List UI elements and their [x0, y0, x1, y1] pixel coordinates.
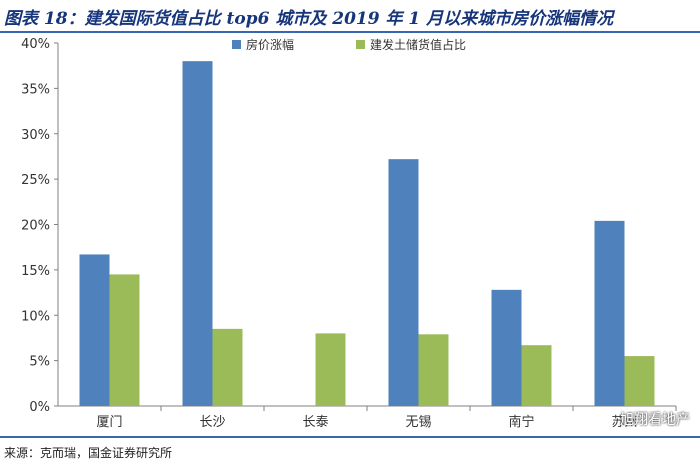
y-tick-label: 35% — [21, 82, 50, 97]
x-tick-label: 南宁 — [508, 414, 534, 430]
bar-price-growth — [594, 220, 625, 406]
legend-swatch — [232, 40, 241, 49]
y-tick-label: 10% — [21, 309, 50, 324]
y-tick-label: 20% — [21, 219, 50, 234]
y-tick-label: 5% — [29, 355, 50, 370]
bar-price-growth — [388, 159, 419, 406]
x-tick-label: 苏州 — [611, 414, 637, 430]
y-tick-label: 0% — [29, 400, 50, 415]
bar-price-growth — [491, 289, 522, 406]
source-note: 来源：克而瑞，国金证券研究所 — [4, 446, 173, 460]
bar-price-growth — [182, 61, 213, 407]
x-tick-label: 长泰 — [302, 415, 328, 430]
legend-swatch — [356, 40, 365, 49]
title-bar: 图表 18：建发国际货值占比 top6 城市及 2019 年 1 月以来城市房价… — [0, 0, 700, 33]
bar-chart: 0% 5% 10% 15% 20% 25% 30% 35% 40% 厦门 长沙 长泰 无锡 南宁 苏州 房价涨… — [21, 37, 677, 430]
bar-land-share — [624, 356, 655, 406]
x-tick-label: 厦门 — [96, 415, 122, 430]
y-tick-label: 30% — [21, 128, 50, 143]
bar-land-share — [418, 334, 449, 406]
legend-label: 房价涨幅 — [246, 37, 294, 52]
bar-land-share — [521, 345, 552, 406]
x-tick-label: 长沙 — [199, 415, 225, 430]
bar-price-growth — [79, 254, 110, 406]
bar-land-share — [109, 274, 140, 406]
y-tick-label: 25% — [21, 173, 50, 188]
y-tick-label: 15% — [21, 264, 50, 279]
legend-label: 建发土储货值占比 — [370, 37, 466, 52]
bar-land-share — [212, 328, 243, 406]
bar-land-share — [315, 333, 346, 406]
figure-title: 图表 18：建发国际货值占比 top6 城市及 2019 年 1 月以来城市房价… — [4, 9, 614, 29]
watermark-text: 旭翔看地产 — [620, 412, 690, 428]
x-tick-label: 无锡 — [405, 415, 431, 430]
y-tick-label: 40% — [21, 37, 50, 52]
source-bar: 来源：克而瑞，国金证券研究所 — [0, 436, 700, 465]
